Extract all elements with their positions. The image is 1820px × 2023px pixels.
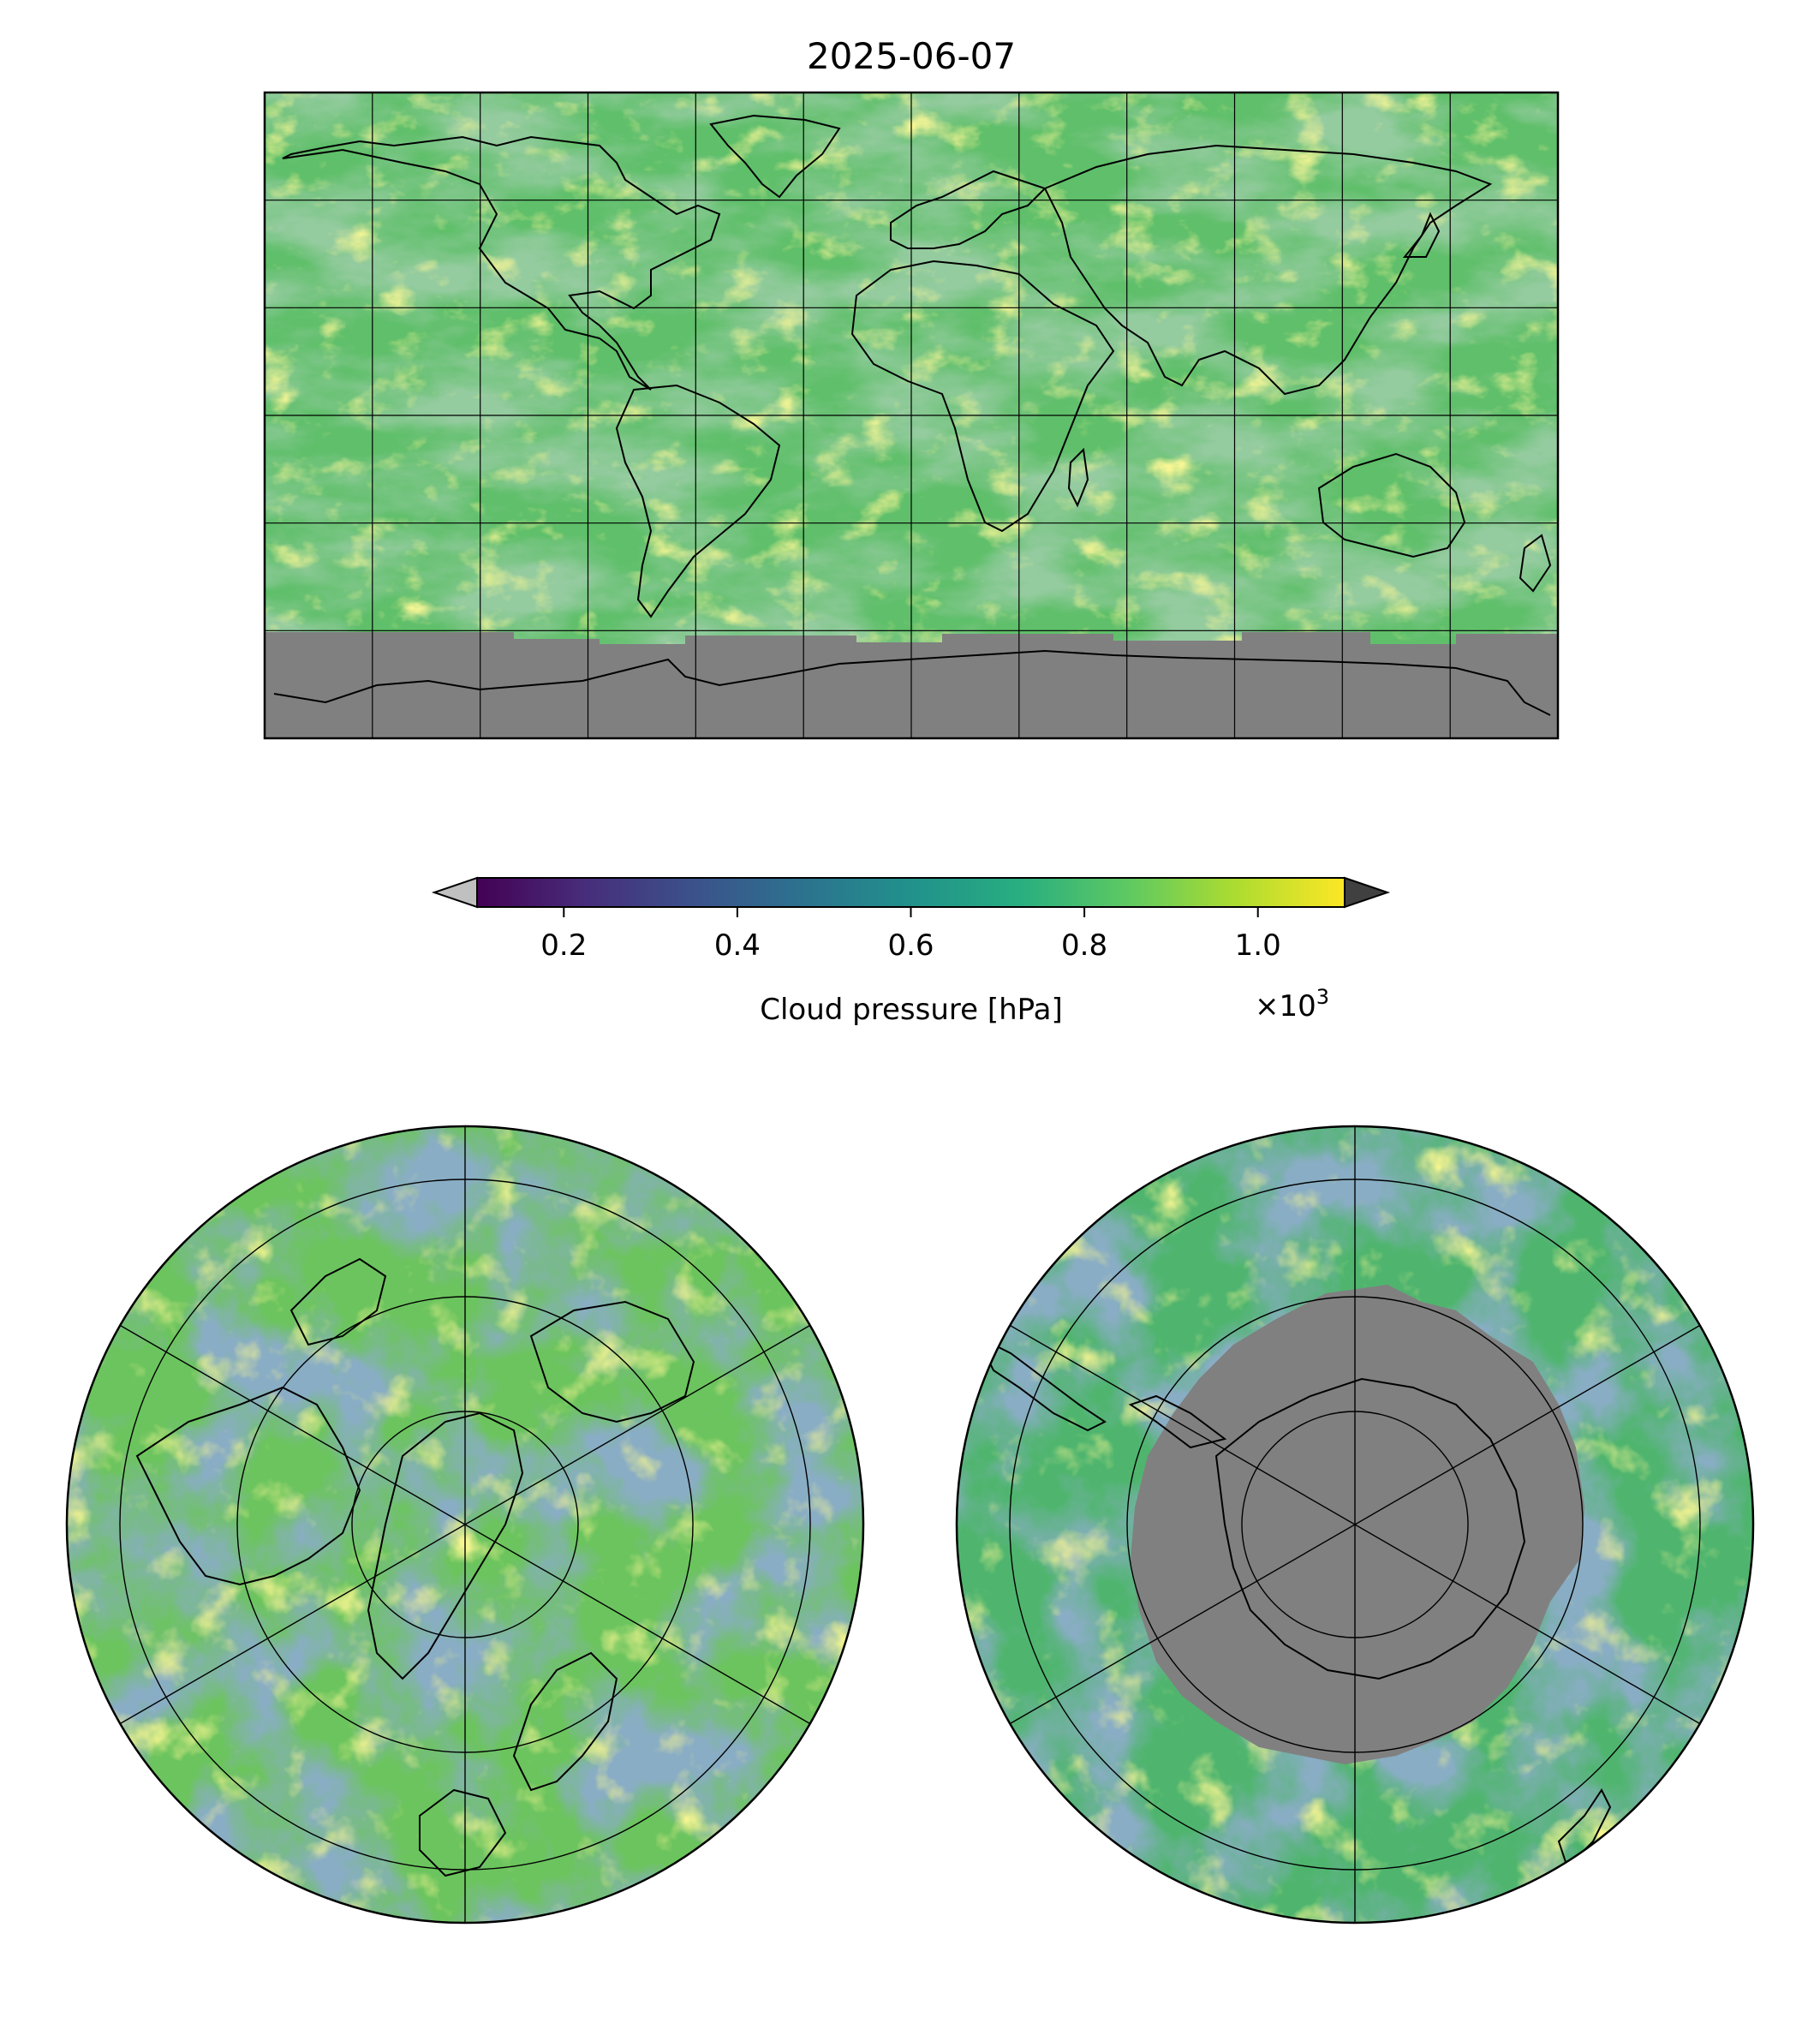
coastline-asia [1043, 144, 1493, 396]
colorbar-tick-label: 0.8 [1061, 928, 1107, 963]
coastline-africa [850, 260, 1115, 533]
coastline-japan [1402, 212, 1441, 258]
coastline-south-america-tip [974, 1334, 1107, 1432]
coastline-north-scandinavia [512, 1651, 618, 1792]
colorbar: 0.2 0.4 0.6 0.8 1.0 Cloud pressure [hPa] ×10… [431, 876, 1391, 1027]
global-coastlines [273, 114, 1552, 716]
colorbar-tick-label: 0.2 [540, 928, 587, 963]
colorbar-label: Cloud pressure [hPa] [760, 993, 1062, 1027]
coastline-north-america [282, 135, 721, 391]
colorbar-tick-label: 0.4 [714, 928, 761, 963]
global-map-frame [263, 91, 1560, 740]
coastline-new-zealand [1519, 534, 1552, 593]
coastline-north-greenland [367, 1411, 524, 1680]
colorbar-extend-high [1344, 876, 1391, 909]
colorbar-gradient [476, 877, 1346, 908]
north-map-frame [65, 1125, 865, 1925]
south-map-frame [955, 1125, 1755, 1925]
global-gridlines [265, 92, 1558, 738]
south-missing-data-region [1131, 1285, 1584, 1764]
coastline-north-alaska [289, 1257, 387, 1346]
coastline-north-siberia [529, 1300, 695, 1423]
colorbar-tick-label: 0.6 [887, 928, 934, 963]
coastline-south-peninsula [1128, 1394, 1227, 1449]
north-coastlines [135, 1257, 695, 1877]
global-map [265, 92, 1558, 738]
south-polar-map [955, 1125, 1755, 1925]
coastline-antarctica [273, 649, 1551, 716]
colorbar-multiplier-exponent: 3 [1316, 985, 1329, 1009]
colorbar-extend-low [431, 876, 478, 909]
colorbar-tick-label: 1.0 [1235, 928, 1281, 963]
figure-title: 2025-06-07 [807, 35, 1016, 77]
coastline-north-europe [419, 1788, 507, 1877]
coastline-europe [890, 170, 1047, 249]
coastline-south-antarctica [1214, 1377, 1526, 1680]
coastline-madagascar [1067, 447, 1089, 508]
colorbar-multiplier: ×103 [1255, 985, 1329, 1023]
north-gridlines [119, 1126, 811, 1923]
coastline-south-america [615, 384, 781, 618]
coastline-north-america-arctic [135, 1386, 361, 1586]
coastline-australia [1317, 452, 1466, 558]
colorbar-ticks: 0.2 0.4 0.6 0.8 1.0 [540, 907, 1281, 963]
north-polar-map [65, 1125, 865, 1925]
colorbar-multiplier-prefix: ×10 [1255, 989, 1316, 1023]
south-gridlines [1009, 1126, 1701, 1923]
coastline-greenland [709, 114, 841, 199]
